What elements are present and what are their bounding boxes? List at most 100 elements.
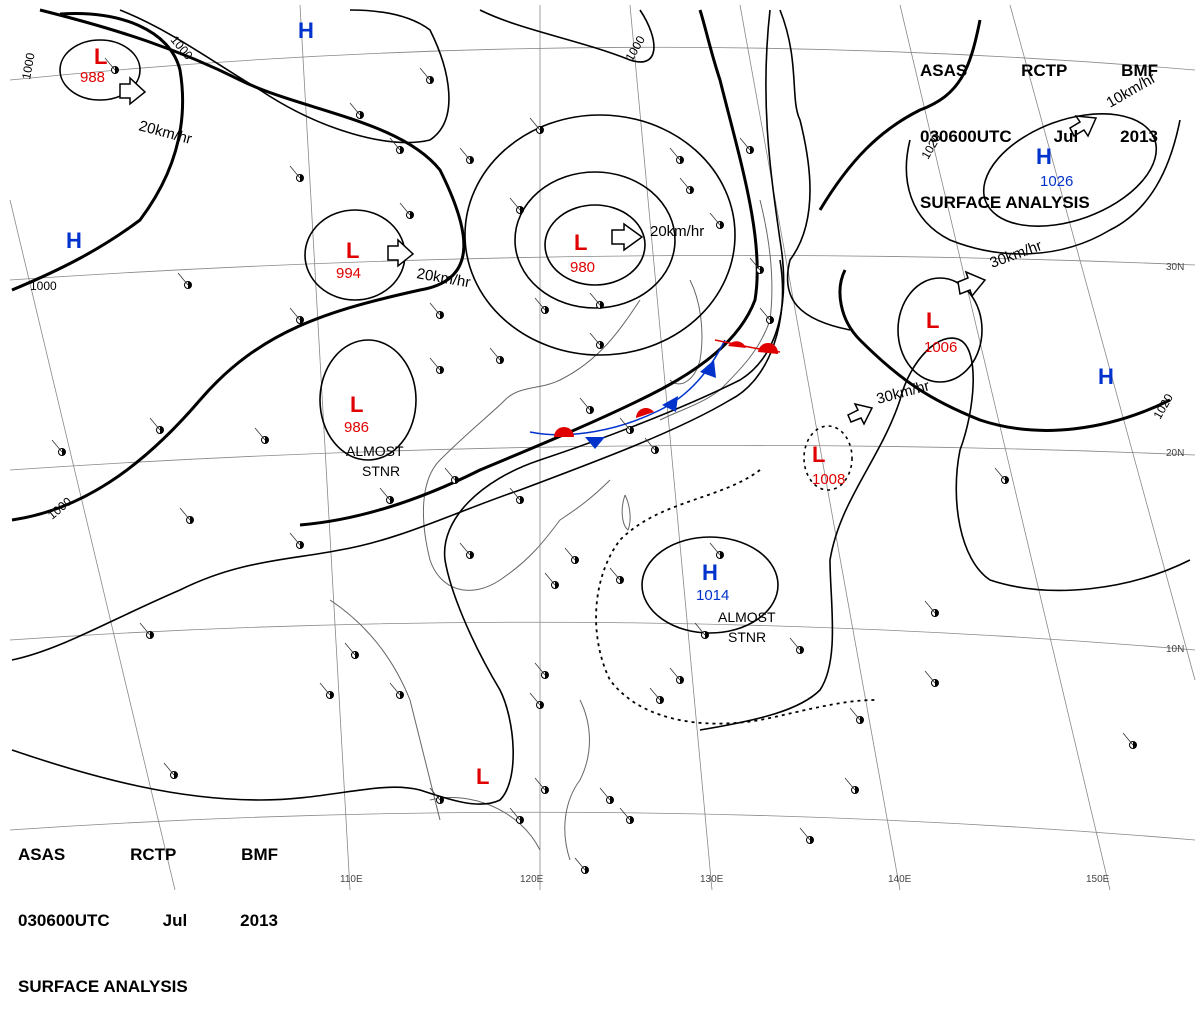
low-pressure: 988 (80, 69, 105, 86)
station-cloud-cover (935, 679, 939, 687)
isobar-1000-main (11, 12, 185, 292)
header-title: SURFACE ANALYSIS (18, 977, 188, 996)
station-wind-barb (924, 600, 936, 614)
station-wind-barb (429, 357, 441, 371)
station-wind-barb (399, 202, 411, 216)
isobar-label: 1020 (1150, 391, 1176, 421)
header-line-2: 030600UTC Jul 2013 (920, 126, 1158, 148)
header-line-1: ASAS RCTP BMF (920, 60, 1158, 82)
lat-label: 10N (1166, 644, 1184, 655)
station-wind-barb (429, 302, 441, 316)
station-cloud-cover (500, 356, 504, 364)
motion-label: 20km/hr (650, 223, 704, 240)
header-title: SURFACE ANALYSIS (920, 193, 1090, 212)
borneo-coast (429, 796, 541, 851)
station-cloud-cover (705, 631, 709, 639)
station-wind-barb (51, 439, 63, 453)
parallel-10n (9, 621, 1196, 651)
low-symbol: L (350, 392, 363, 417)
station-cloud-cover (810, 836, 814, 844)
station-wind-barb (844, 777, 856, 791)
isobar-thin-4 (779, 9, 851, 331)
station-wind-barb (509, 487, 521, 501)
station-wind-barb (429, 787, 441, 801)
motion-label: 30km/hr (988, 237, 1045, 272)
arrow-low-988 (119, 76, 147, 106)
isobar-low-1006 (897, 277, 983, 383)
station-wind-barb (709, 212, 721, 226)
station-wind-barb (459, 542, 471, 556)
meridian-130e (629, 4, 713, 891)
low-pressure: 1006 (924, 339, 957, 356)
lon-label: 130E (700, 874, 724, 885)
station-cloud-cover (390, 496, 394, 504)
header-station: RCTP (1021, 61, 1068, 80)
highs: H 1026 H 1014 H H H (66, 18, 1114, 604)
station-cloud-cover (455, 476, 459, 484)
indochina-coast (329, 599, 441, 821)
station-wind-barb (289, 532, 301, 546)
high-symbol: H (702, 560, 718, 585)
stationary-label-line2: STNR (362, 463, 400, 479)
station-wind-barb (619, 417, 631, 431)
low-symbol: L (926, 308, 939, 333)
warm-front-bump-2 (636, 408, 654, 418)
graticule-labels: 110E 120E 130E 140E 150E 30N 20N 10N (340, 262, 1184, 885)
station-wind-barb (149, 417, 161, 431)
header-code: BMF (241, 845, 278, 864)
warm-front-bump-4 (758, 342, 779, 354)
station-cloud-cover (355, 651, 359, 659)
station-wind-barb (589, 292, 601, 306)
low-symbol: L (476, 764, 489, 789)
station-wind-barb (669, 147, 681, 161)
parallel-0 (9, 811, 1196, 841)
station-cloud-cover (620, 576, 624, 584)
meridian-110e (299, 4, 351, 891)
isobar-dotted-south (595, 469, 876, 725)
isobar-low-980-mid (514, 171, 676, 309)
station-wind-barb (379, 487, 391, 501)
station-wind-barb (599, 787, 611, 801)
station-wind-barb (177, 272, 189, 286)
luzon-coast (564, 699, 590, 861)
station-cloud-cover (265, 436, 269, 444)
station-wind-barb (179, 507, 191, 521)
station-cloud-cover (115, 66, 119, 74)
isobar-label: 1000 (622, 33, 648, 63)
station-cloud-cover (630, 426, 634, 434)
station-cloud-cover (300, 174, 304, 182)
station-cloud-cover (610, 796, 614, 804)
header-month: Jul (162, 911, 188, 930)
station-wind-barb (489, 347, 501, 361)
header-region: ASAS (920, 61, 968, 80)
station-wind-barb (589, 332, 601, 346)
station-cloud-cover (190, 516, 194, 524)
isobar-thin-5 (905, 119, 1181, 255)
station-cloud-cover (720, 551, 724, 559)
station-cloud-cover (174, 771, 178, 779)
isobar-thin-3 (699, 337, 1191, 731)
station-wind-barb (534, 297, 546, 311)
warm-front-bump-3 (728, 341, 746, 348)
station-wind-barb (529, 692, 541, 706)
station-cloud-cover (520, 206, 524, 214)
parallel-30n (9, 254, 1196, 281)
station-wind-barb (419, 67, 431, 81)
cold-front-triangle-3 (700, 360, 716, 378)
station-cloud-cover (150, 631, 154, 639)
station-wind-barb (254, 427, 266, 441)
station-cloud-cover (680, 676, 684, 684)
station-cloud-cover (360, 111, 364, 119)
taiwan-coast (621, 494, 631, 531)
meridian-140e (739, 4, 901, 891)
cold-front-triangle-1 (585, 437, 605, 449)
station-wind-barb (1122, 732, 1134, 746)
header-region: ASAS (18, 845, 66, 864)
station-cloud-cover (1005, 476, 1009, 484)
station-cloud-cover (470, 551, 474, 559)
station-cloud-cover (600, 301, 604, 309)
station-cloud-cover (300, 316, 304, 324)
station-wind-barb (139, 622, 151, 636)
station-wind-barb (849, 707, 861, 721)
station-cloud-cover (470, 156, 474, 164)
